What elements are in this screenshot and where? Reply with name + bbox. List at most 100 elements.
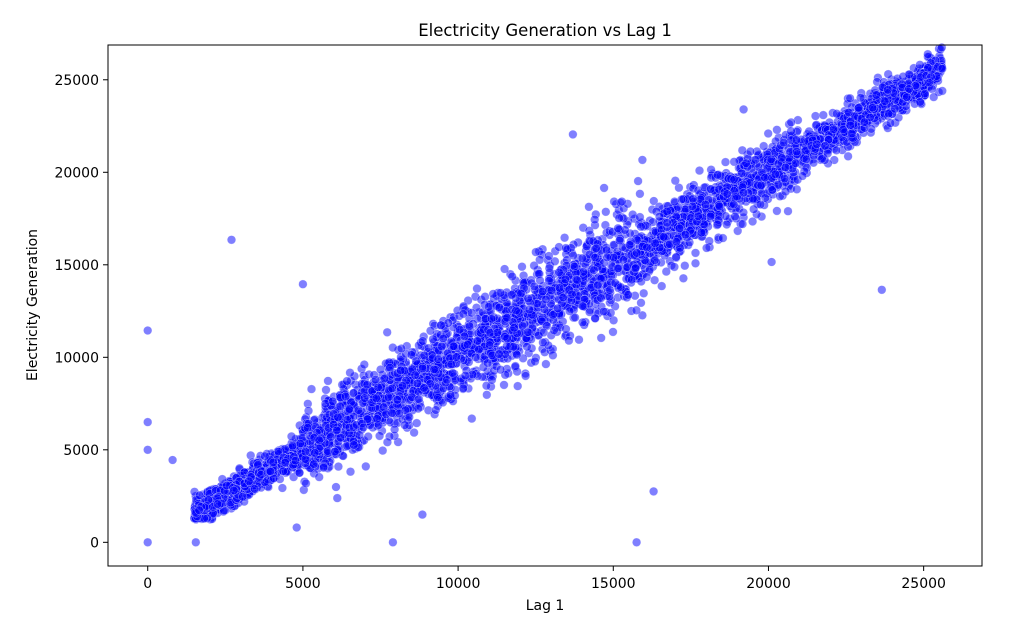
data-point <box>348 388 359 398</box>
data-point <box>690 248 701 258</box>
outlier-point <box>226 235 237 245</box>
x-tick-label: 20000 <box>746 576 791 592</box>
data-point <box>745 146 755 157</box>
data-point <box>531 247 541 257</box>
data-point <box>565 306 575 316</box>
data-point <box>203 495 213 505</box>
data-point <box>523 293 533 304</box>
data-point <box>662 218 672 228</box>
data-point <box>431 405 441 415</box>
data-point <box>362 380 372 390</box>
data-point <box>550 256 560 266</box>
data-point <box>438 333 448 343</box>
data-point <box>937 42 947 53</box>
data-point <box>333 462 343 472</box>
data-point <box>564 336 574 346</box>
data-point <box>737 168 747 178</box>
data-point <box>433 354 443 364</box>
data-point <box>890 104 900 114</box>
data-point <box>915 60 925 70</box>
data-point <box>636 222 646 232</box>
data-point <box>867 103 878 113</box>
data-point <box>541 294 551 305</box>
data-point <box>605 285 615 295</box>
data-point <box>608 327 618 337</box>
data-point <box>518 321 528 331</box>
data-point <box>217 474 227 484</box>
data-point <box>596 293 606 303</box>
data-point <box>523 327 533 337</box>
data-point <box>510 361 520 371</box>
data-point <box>730 211 740 222</box>
data-point <box>797 171 808 181</box>
data-point <box>671 252 681 262</box>
data-point <box>360 393 370 403</box>
data-point <box>392 395 402 405</box>
data-point <box>458 383 468 393</box>
data-point <box>418 363 428 373</box>
outlier-point <box>143 537 153 547</box>
data-point <box>513 381 523 391</box>
data-point <box>856 93 866 103</box>
data-point <box>714 201 724 211</box>
data-point <box>483 358 493 368</box>
outlier-point <box>143 417 153 427</box>
data-point <box>561 243 571 253</box>
data-point <box>544 263 554 273</box>
data-point <box>412 418 422 428</box>
y-tick-label: 15000 <box>54 258 99 274</box>
outlier-point <box>417 510 427 520</box>
data-point <box>314 435 324 445</box>
data-point <box>635 189 645 199</box>
data-point <box>602 252 612 262</box>
data-point <box>387 408 397 418</box>
data-point <box>763 128 773 139</box>
data-point <box>277 483 287 493</box>
data-point <box>854 103 864 113</box>
data-point <box>572 275 582 285</box>
data-point <box>670 176 680 186</box>
data-point <box>260 451 270 461</box>
plot-frame <box>107 44 983 567</box>
data-point <box>884 108 894 119</box>
data-point <box>766 154 776 164</box>
outlier-point <box>632 537 642 547</box>
data-point <box>328 396 338 406</box>
data-point <box>303 423 313 433</box>
data-point <box>379 374 389 384</box>
data-point <box>446 359 456 369</box>
data-point <box>345 467 356 477</box>
data-point <box>560 233 570 243</box>
data-point <box>314 472 324 482</box>
outlier-point <box>877 285 887 295</box>
data-point <box>677 194 687 204</box>
data-point <box>411 356 421 366</box>
data-point <box>500 264 510 274</box>
data-point <box>541 359 551 369</box>
x-tick-label: 5000 <box>285 576 321 592</box>
data-point <box>693 211 703 221</box>
data-point <box>487 375 497 385</box>
data-point <box>738 188 749 198</box>
chart-title: Electricity Generation vs Lag 1 <box>418 21 672 40</box>
outlier-point <box>937 86 947 96</box>
data-point <box>678 273 688 283</box>
data-point <box>662 206 672 216</box>
data-point <box>783 206 793 216</box>
data-point <box>669 262 679 272</box>
data-point <box>772 125 782 135</box>
outlier-point <box>298 279 308 289</box>
data-point <box>390 424 400 435</box>
data-point <box>295 438 305 449</box>
data-point <box>558 292 568 303</box>
data-point <box>599 183 609 193</box>
data-point <box>425 326 436 336</box>
data-point <box>657 281 667 291</box>
data-point <box>777 153 787 163</box>
data-point <box>650 275 660 285</box>
data-point <box>722 189 732 199</box>
data-point <box>883 69 893 79</box>
data-point <box>770 169 780 179</box>
data-point <box>820 141 830 151</box>
data-point <box>333 412 343 422</box>
